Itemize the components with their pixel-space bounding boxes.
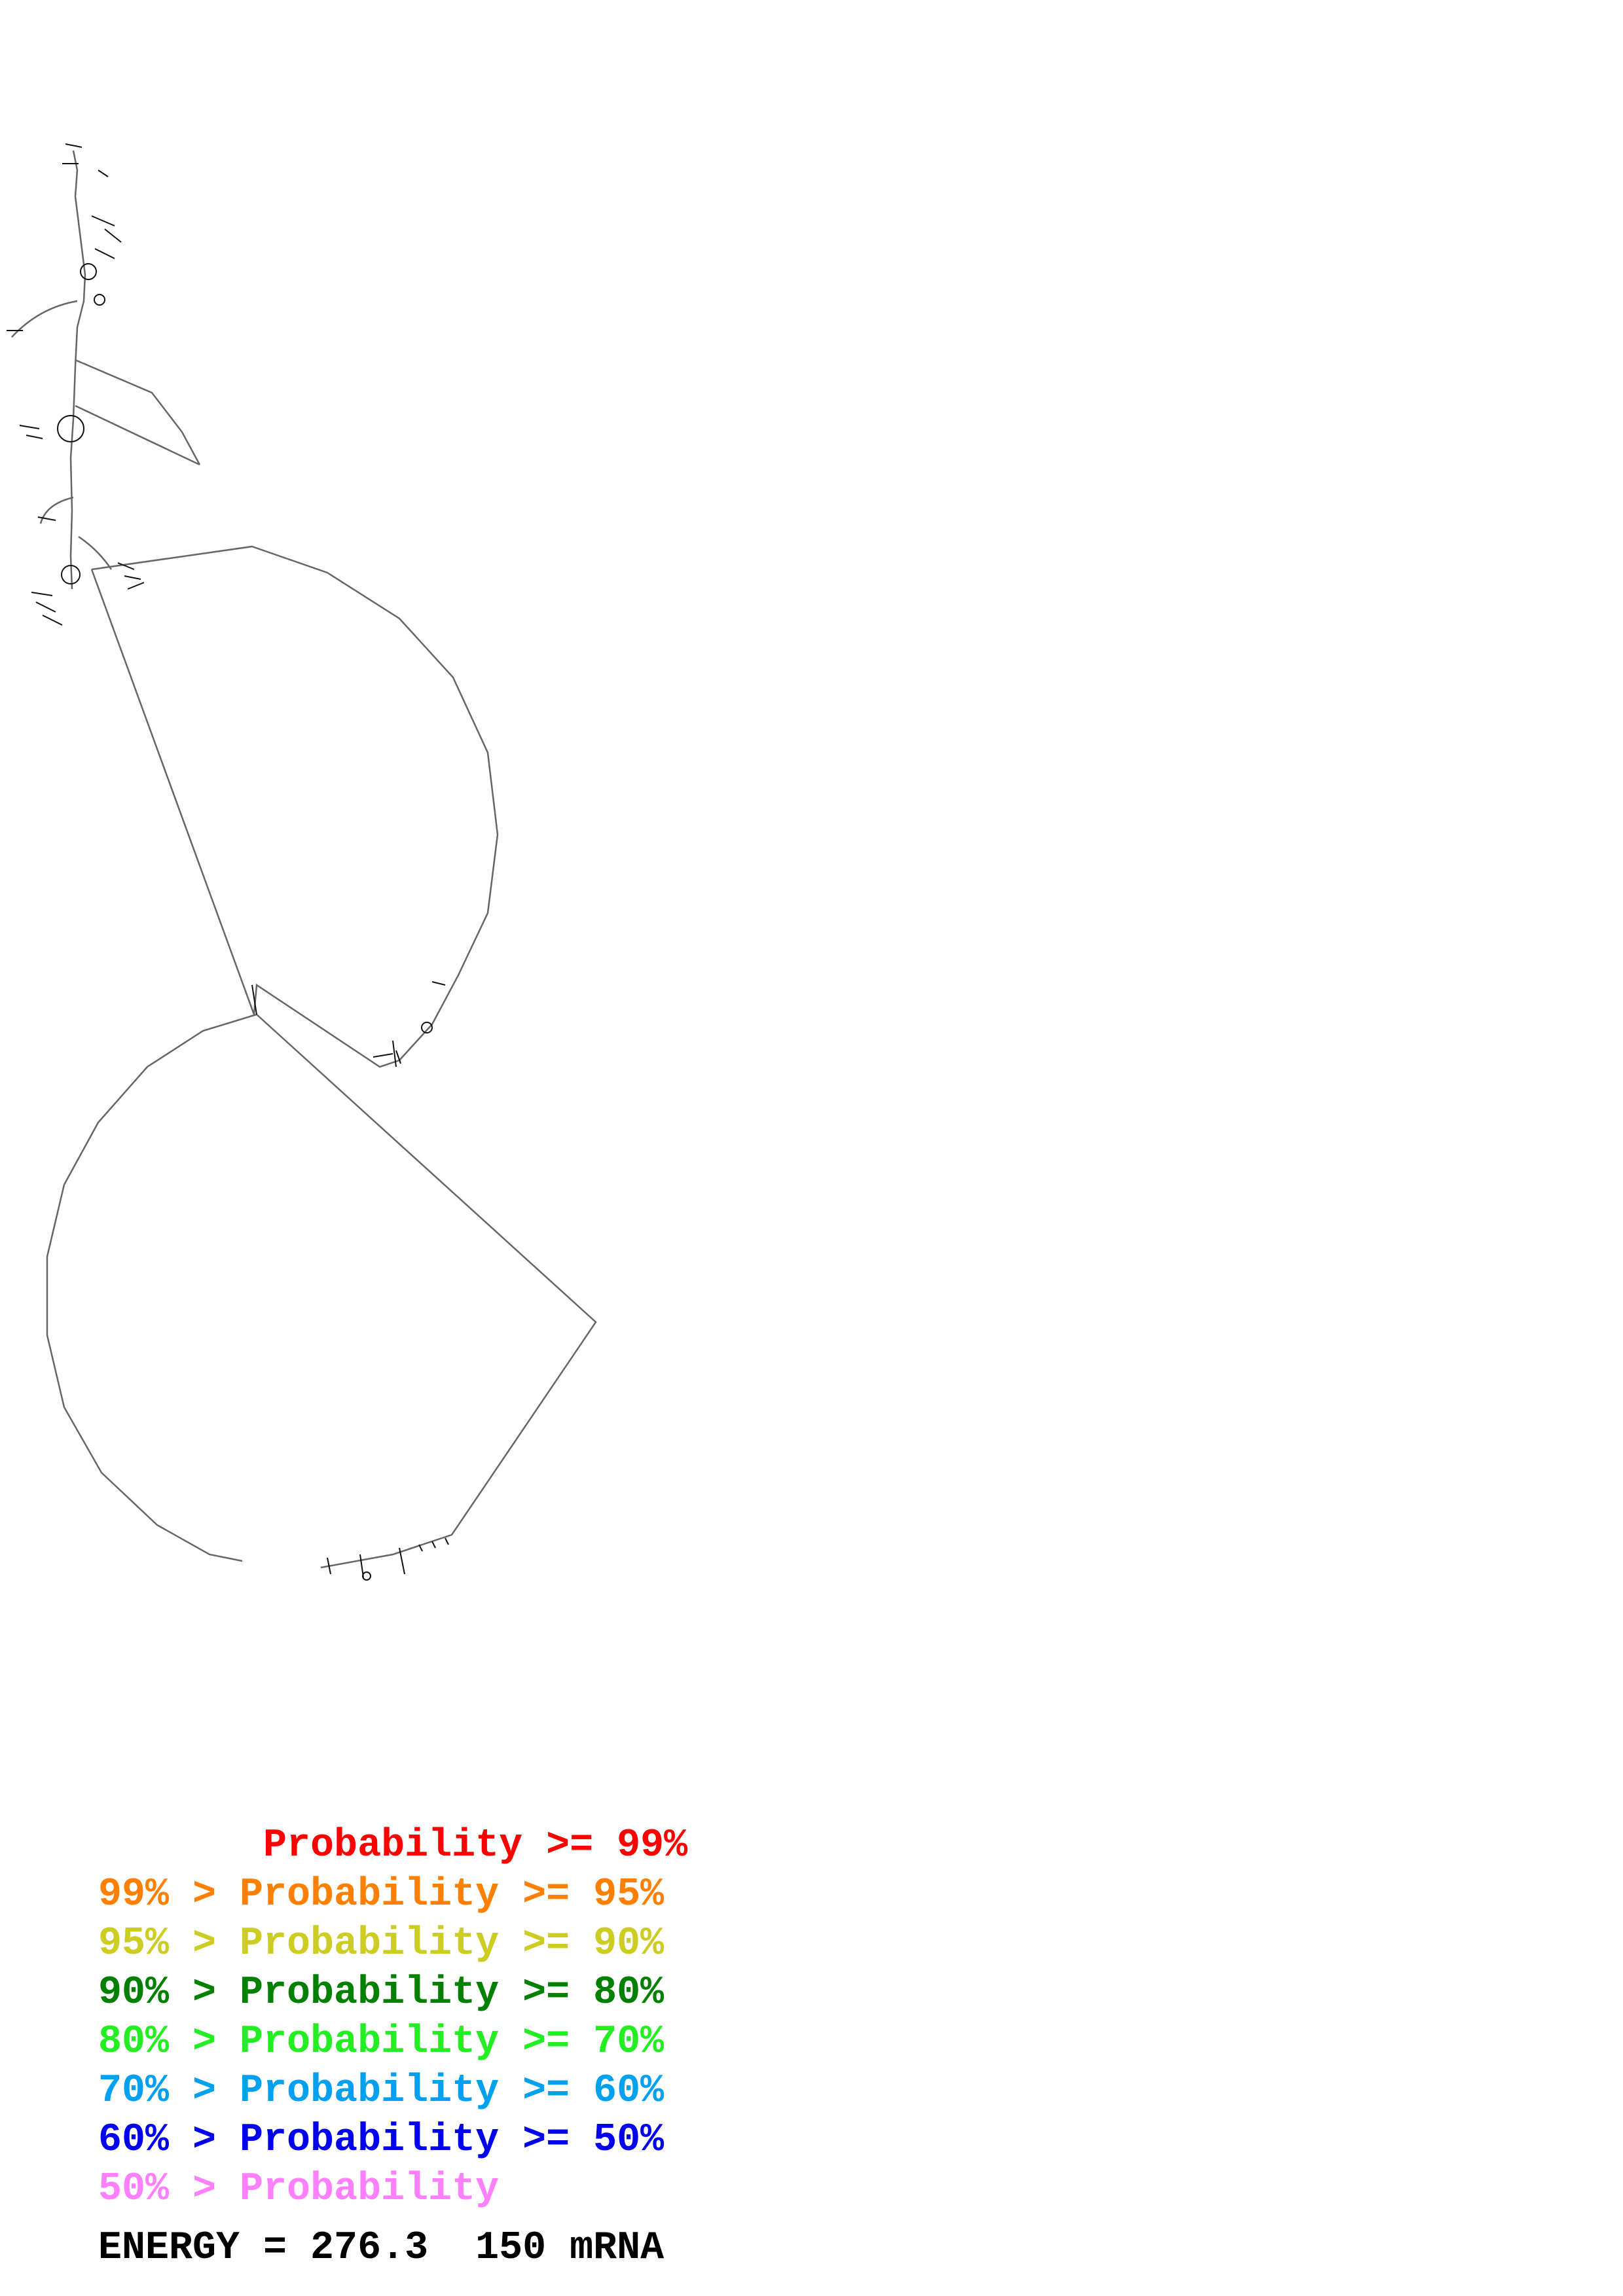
- hairpin-loop: [80, 263, 97, 280]
- legend-entry: 60% > Probability >= 50%: [98, 2118, 665, 2162]
- rna-secondary-structure: [7, 143, 597, 1581]
- helix-ticks-mid: [251, 981, 446, 1067]
- legend-entry: 99% > Probability >= 95%: [98, 1873, 665, 1917]
- legend-entry: Probability >= 99%: [98, 1823, 688, 1868]
- hairpin-loop: [362, 1571, 371, 1581]
- energy-label: ENERGY = 276.3 150 mRNA: [98, 2226, 665, 2270]
- hairpin-loop: [61, 565, 81, 584]
- legend-entry: 70% > Probability >= 60%: [98, 2069, 665, 2113]
- big-loop-upper: [90, 545, 499, 1068]
- helix-ticks-top: [7, 143, 145, 626]
- helix-ticks-bottom: [327, 1537, 449, 1578]
- backbone-stem-top: [69, 150, 86, 590]
- legend-entry: 80% > Probability >= 70%: [98, 2020, 665, 2064]
- big-loop-lower: [46, 1013, 597, 1569]
- legend-entry: 90% > Probability >= 80%: [98, 1971, 665, 2015]
- legend-entry: 95% > Probability >= 90%: [98, 1922, 665, 1966]
- mid-arc-2: [78, 535, 113, 570]
- loop-trapezoid: [75, 359, 201, 466]
- hairpin-loop: [421, 1022, 433, 1033]
- hairpin-loop: [57, 415, 84, 442]
- hairpin-loop: [94, 294, 105, 306]
- legend-entry: 50% > Probability: [98, 2167, 500, 2212]
- mid-arc-1: [39, 496, 74, 524]
- side-arc-left: [11, 300, 78, 338]
